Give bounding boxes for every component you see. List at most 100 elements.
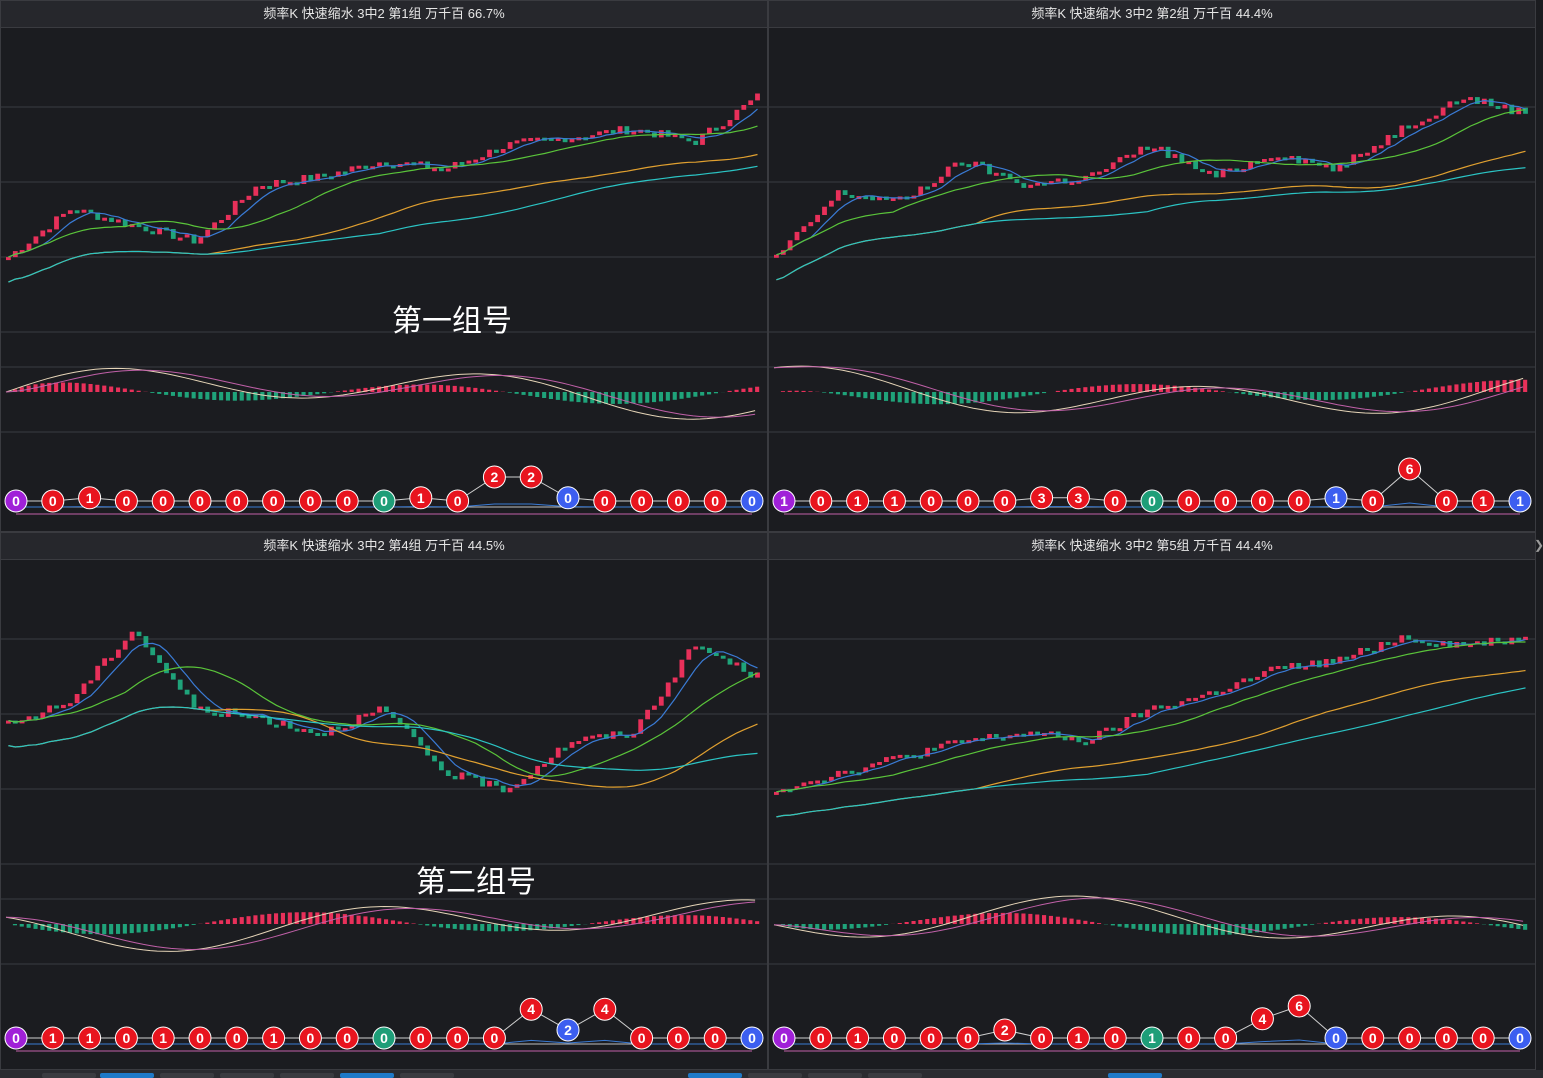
macd-bar: [122, 388, 127, 392]
macd-bar: [780, 391, 785, 392]
macd-bar: [294, 912, 299, 924]
toolbar-tab-active[interactable]: [340, 1073, 394, 1078]
candle: [1433, 644, 1439, 648]
toolbar-tab[interactable]: [808, 1073, 862, 1078]
chevron-right-icon[interactable]: ❯: [1534, 538, 1543, 552]
count-ball-label: 0: [1259, 493, 1267, 509]
candle: [1262, 159, 1267, 162]
candle: [390, 165, 396, 169]
macd-bar: [801, 924, 806, 929]
chart-panel-group-2[interactable]: 频率K 快速缩水 3中2 第2组 万千百 44.4% 1 0 1 1 0 0 0 3 3 0 0 0 0…: [768, 0, 1536, 532]
candle: [774, 791, 779, 795]
macd-bar: [1090, 386, 1095, 392]
toolbar-tab-active[interactable]: [100, 1073, 154, 1078]
macd-bar: [260, 914, 265, 924]
candle: [672, 134, 678, 138]
count-ball-icon: [1030, 486, 1054, 510]
candle: [122, 219, 128, 227]
macd-bar: [925, 919, 930, 924]
candle: [774, 254, 779, 258]
candle: [81, 683, 87, 694]
moving-average-line: [776, 639, 1526, 793]
candle: [624, 734, 630, 738]
candle: [239, 713, 245, 717]
candle: [631, 130, 637, 135]
macd-bar: [938, 917, 943, 924]
macd-bar: [102, 385, 107, 392]
macd-bar: [535, 392, 540, 397]
macd-bar: [1495, 924, 1500, 927]
candle: [1475, 641, 1480, 645]
count-ball-icon: [298, 489, 322, 513]
candle: [1014, 179, 1020, 183]
macd-bar: [713, 916, 718, 924]
candle: [987, 163, 992, 175]
macd-bar: [191, 392, 196, 399]
macd-bar: [102, 924, 107, 935]
macd-bar: [26, 924, 31, 928]
macd-bar: [1076, 919, 1081, 924]
panel-title: 频率K 快速缩水 3中2 第5组 万千百 44.4%: [769, 533, 1535, 560]
candle: [150, 647, 156, 656]
panel-chart-svg: 1 0 1 1 0 0 0 3 3 0 0 0 0 0 0 1 0 6 0 1 1: [769, 97, 1535, 515]
macd-bar: [652, 392, 657, 403]
candle: [1145, 146, 1150, 150]
macd-bar: [397, 921, 402, 924]
toolbar-tab[interactable]: [42, 1073, 96, 1078]
toolbar-tab[interactable]: [160, 1073, 214, 1078]
candle: [1152, 705, 1157, 710]
toolbar-tab[interactable]: [280, 1073, 334, 1078]
macd-bar: [1028, 392, 1033, 396]
candle: [47, 705, 52, 713]
macd-bar: [863, 392, 868, 399]
macd-bar: [425, 384, 430, 392]
count-ball-label: 1: [86, 1030, 94, 1046]
macd-bar: [1165, 385, 1170, 392]
candle: [500, 149, 506, 153]
macd-bar: [507, 924, 512, 932]
macd-bar: [727, 390, 732, 392]
macd-bar: [95, 384, 100, 392]
candle: [1426, 642, 1432, 646]
macd-bar: [849, 924, 854, 929]
macd-bar: [822, 924, 827, 930]
candle: [1296, 663, 1302, 669]
macd-bar: [356, 915, 361, 924]
macd-bar: [700, 915, 705, 924]
toolbar-tab[interactable]: [748, 1073, 802, 1078]
count-ball-icon: [1140, 489, 1164, 513]
candle: [1440, 641, 1446, 646]
macd-bar: [686, 915, 691, 924]
candle: [1413, 125, 1418, 129]
candle: [748, 671, 754, 678]
candle: [938, 743, 944, 749]
toolbar-tab-active[interactable]: [1108, 1073, 1162, 1078]
macd-bar: [129, 389, 134, 392]
macd-bar: [1172, 924, 1177, 934]
toolbar-tab[interactable]: [868, 1073, 922, 1078]
macd-bar: [1186, 924, 1191, 935]
candle: [945, 740, 951, 744]
candle: [849, 770, 855, 774]
candle: [1488, 637, 1494, 646]
count-ball-label: 0: [233, 1030, 241, 1046]
toolbar-tab[interactable]: [220, 1073, 274, 1078]
toolbar-tab[interactable]: [400, 1073, 454, 1078]
candle: [1475, 97, 1480, 104]
macd-bar: [219, 920, 224, 924]
candle: [1227, 168, 1233, 172]
count-ball-icon: [114, 1026, 138, 1050]
macd-bar: [787, 390, 792, 392]
macd-bar: [1385, 392, 1390, 395]
macd-bar: [1509, 379, 1514, 392]
macd-bar: [1069, 918, 1074, 924]
toolbar-tab-active[interactable]: [688, 1073, 742, 1078]
candle: [40, 230, 46, 237]
candle: [569, 138, 575, 143]
macd-bar: [370, 917, 375, 924]
candle: [377, 706, 382, 713]
count-ball-label: 0: [307, 1030, 315, 1046]
